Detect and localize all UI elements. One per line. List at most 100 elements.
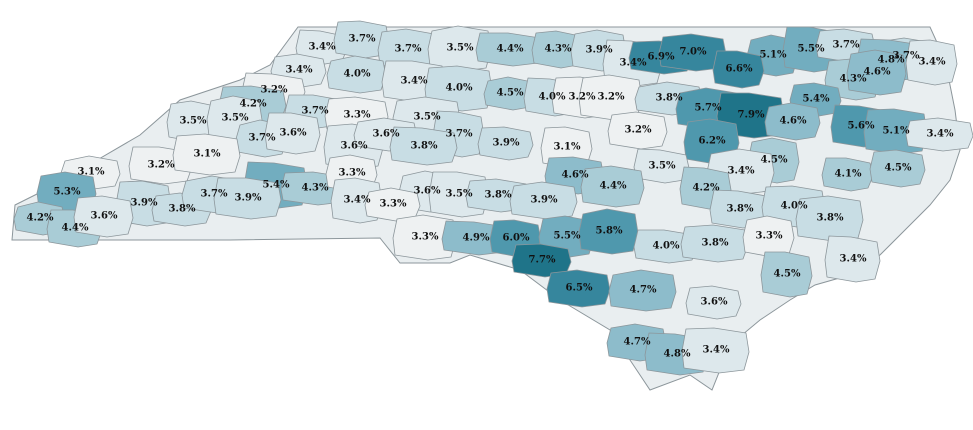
county-rate-label: 3.4% xyxy=(728,166,755,177)
county-shape xyxy=(264,112,321,155)
county-shape xyxy=(905,117,973,152)
county-rate-label: 3.8% xyxy=(169,204,196,215)
county-rate-label: 4.0% xyxy=(653,241,680,252)
county-rate-label: 5.1% xyxy=(883,126,910,137)
county-shape xyxy=(580,165,645,208)
county-rate-label: 7.9% xyxy=(738,110,765,121)
county-shape xyxy=(760,251,813,298)
county-rate-label: 3.8% xyxy=(485,190,512,201)
county-rate-label: 5.6% xyxy=(848,121,875,132)
county-rate-label: 5.1% xyxy=(760,50,787,61)
county-rate-label: 4.0% xyxy=(781,201,808,212)
county-rate-label: 3.2% xyxy=(261,85,288,96)
county-rate-label: 7.0% xyxy=(680,47,707,58)
county-shape xyxy=(477,126,534,161)
county-shape xyxy=(546,269,611,308)
county-rate-label: 6.0% xyxy=(503,233,530,244)
county-rate-label: 3.6% xyxy=(280,128,307,139)
county-shape xyxy=(905,39,958,86)
county-shape xyxy=(172,133,241,176)
county-rate-label: 4.7% xyxy=(630,285,657,296)
county-shape xyxy=(392,214,457,261)
county-rate-label: 4.6% xyxy=(780,116,807,127)
county-shape xyxy=(764,102,821,141)
county-rate-label: 4.5% xyxy=(761,155,788,166)
county-rate-label: 3.6% xyxy=(341,141,368,152)
county-rate-label: 3.7% xyxy=(395,44,422,55)
county-rate-label: 3.4% xyxy=(620,58,647,69)
county-rate-label: 4.0% xyxy=(539,92,566,103)
county-rate-label: 3.5% xyxy=(222,113,249,124)
county-rate-label: 3.4% xyxy=(840,254,867,265)
county-rate-label: 4.3% xyxy=(840,74,867,85)
county-rate-label: 3.3% xyxy=(412,232,439,243)
county-rate-label: 4.5% xyxy=(885,163,912,174)
county-shape xyxy=(869,149,926,188)
county-rate-label: 6.2% xyxy=(699,136,726,147)
county-shape xyxy=(607,111,668,150)
county-rate-label: 4.9% xyxy=(463,233,490,244)
county-shape xyxy=(73,195,134,238)
county-rate-label: 3.4% xyxy=(927,129,954,140)
county-rate-label: 4.6% xyxy=(562,170,589,181)
county-rate-label: 3.8% xyxy=(727,204,754,215)
county-rate-label: 3.4% xyxy=(344,195,371,206)
county-rate-label: 3.7% xyxy=(249,133,276,144)
county-rate-label: 3.4% xyxy=(286,65,313,76)
county-rate-label: 3.9% xyxy=(493,138,520,149)
county-rate-label: 3.3% xyxy=(380,199,407,210)
county-shape xyxy=(821,157,874,192)
county-rate-label: 4.0% xyxy=(446,83,473,94)
county-rate-label: 3.4% xyxy=(919,57,946,68)
county-rate-label: 3.2% xyxy=(625,125,652,136)
county-shape xyxy=(326,55,387,94)
county-rate-label: 3.4% xyxy=(401,76,428,87)
county-shape xyxy=(389,126,458,166)
county-shape xyxy=(213,177,282,220)
county-rate-label: 7.7% xyxy=(529,255,556,266)
county-shape xyxy=(685,285,742,320)
county-shape xyxy=(608,269,677,312)
county-rate-label: 4.4% xyxy=(600,181,627,192)
county-shape xyxy=(427,25,492,72)
county-rate-label: 3.8% xyxy=(411,141,438,152)
county-rate-label: 3.2% xyxy=(569,92,596,103)
county-rate-label: 3.1% xyxy=(194,149,221,160)
county-rate-label: 3.1% xyxy=(554,142,581,153)
county-shape xyxy=(509,181,578,220)
county-rate-label: 3.9% xyxy=(531,195,558,206)
county-rate-label: 4.3% xyxy=(302,183,329,194)
county-rate-label: 5.4% xyxy=(263,180,290,191)
county-rate-label: 3.5% xyxy=(180,116,207,127)
county-rate-label: 4.2% xyxy=(27,213,54,224)
county-rate-label: 3.7% xyxy=(446,129,473,140)
county-rate-label: 5.3% xyxy=(54,187,81,198)
county-rate-label: 3.7% xyxy=(833,40,860,51)
county-rate-label: 3.5% xyxy=(446,189,473,200)
county-rate-label: 5.8% xyxy=(596,226,623,237)
county-rate-label: 4.7% xyxy=(624,337,651,348)
county-rate-label: 3.9% xyxy=(235,193,262,204)
county-rate-label: 4.8% xyxy=(878,55,905,66)
county-rate-label: 4.3% xyxy=(545,44,572,55)
county-rate-label: 3.9% xyxy=(131,198,158,209)
county-shape xyxy=(681,327,750,374)
county-shape xyxy=(578,208,639,255)
county-rate-label: 5.7% xyxy=(695,103,722,114)
county-rate-label: 3.5% xyxy=(414,112,441,123)
county-rate-label: 3.8% xyxy=(817,213,844,224)
county-shape xyxy=(633,229,698,264)
county-rate-label: 5.4% xyxy=(803,94,830,105)
county-shape xyxy=(846,49,907,96)
county-shape xyxy=(712,50,765,89)
county-rate-label: 3.6% xyxy=(373,129,400,140)
county-rate-label: 5.5% xyxy=(798,44,825,55)
county-rate-label: 4.5% xyxy=(774,269,801,280)
county-rate-label: 3.7% xyxy=(349,34,376,45)
county-rate-label: 4.6% xyxy=(864,67,891,78)
county-rate-label: 4.0% xyxy=(344,69,371,80)
county-rate-label: 6.9% xyxy=(648,52,675,63)
county-rate-label: 3.3% xyxy=(756,231,783,242)
